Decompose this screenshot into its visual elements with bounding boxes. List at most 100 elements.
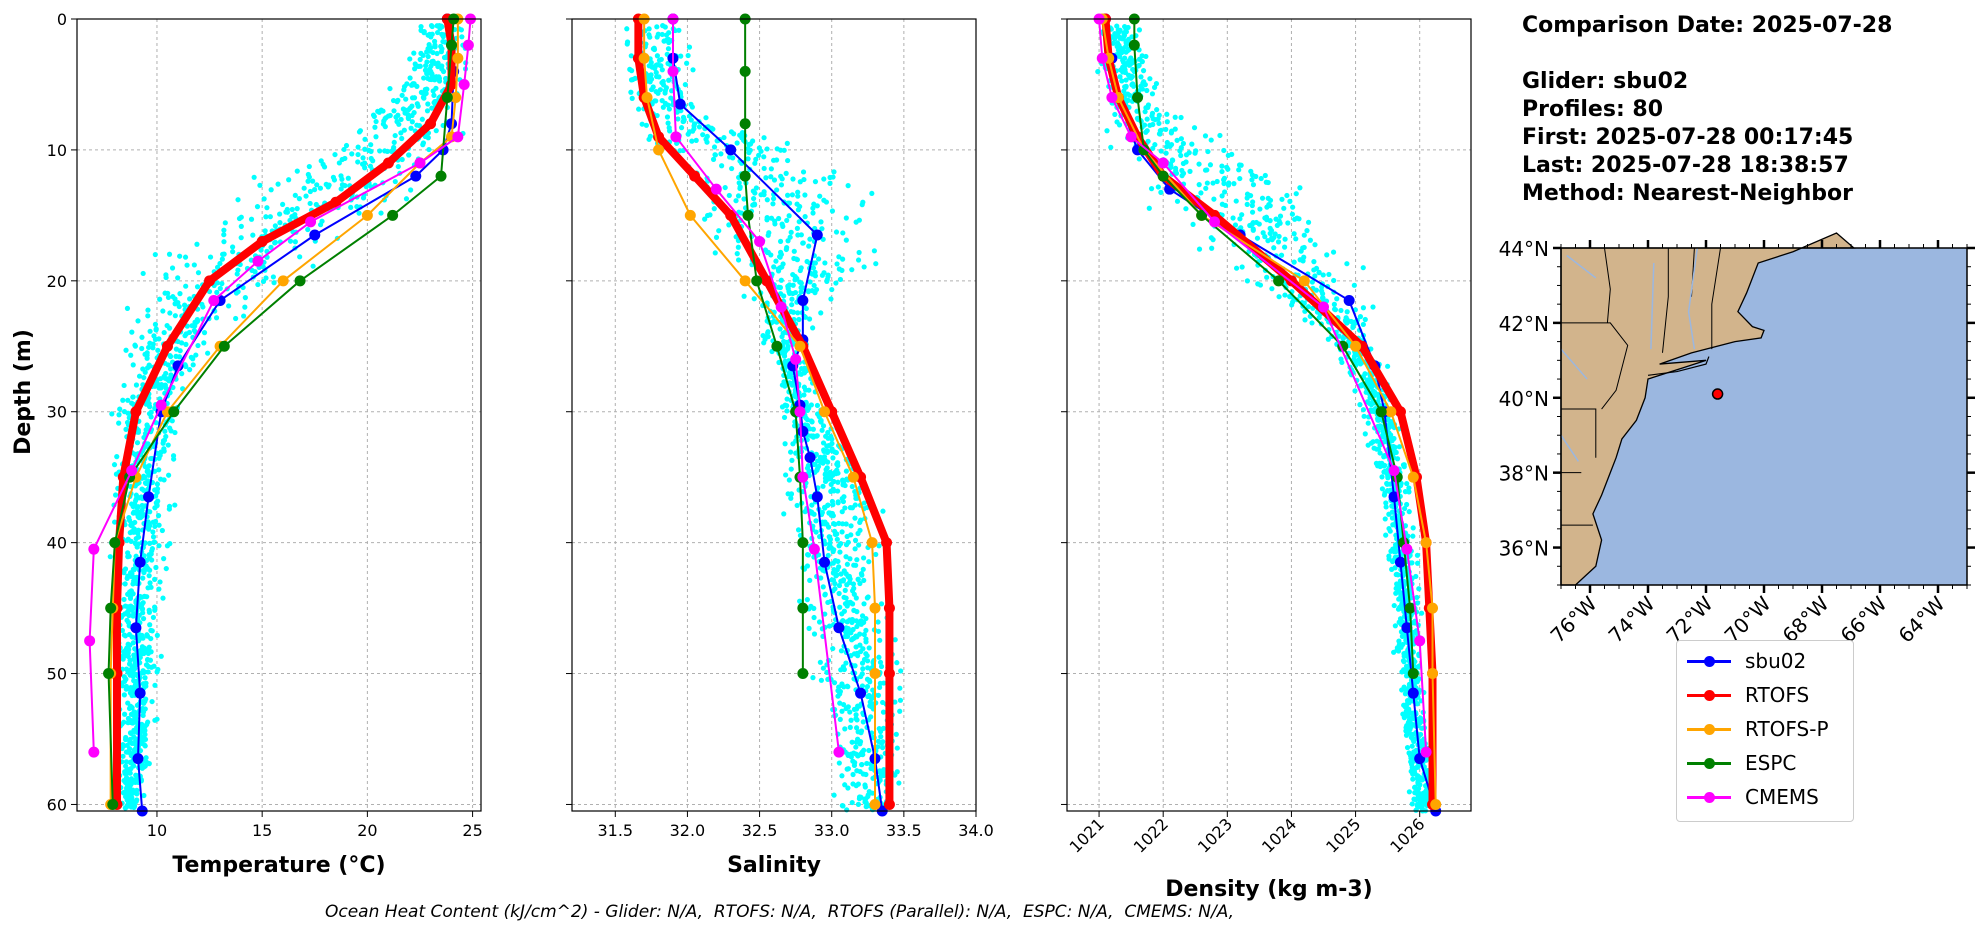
glider-point — [124, 617, 130, 623]
glider-point — [1139, 59, 1145, 65]
glider-point — [660, 104, 666, 110]
glider-point — [1269, 235, 1275, 241]
glider-point — [647, 133, 653, 139]
glider-point — [1147, 122, 1153, 128]
glider-point — [150, 534, 157, 540]
glider-point — [1138, 74, 1144, 80]
glider-point — [1172, 126, 1178, 132]
glider-point — [811, 631, 818, 637]
x-tick-label: 20 — [357, 821, 377, 840]
glider-point — [377, 148, 383, 154]
glider-point — [804, 563, 811, 569]
y-tick-label: 10 — [47, 141, 67, 160]
glider-point — [1209, 245, 1215, 251]
glider-point — [848, 717, 854, 723]
glider-point — [1343, 315, 1349, 321]
glider-point — [831, 680, 838, 686]
glider-point — [1350, 324, 1356, 330]
glider-scatter — [1095, 23, 1436, 814]
glider-point — [145, 313, 151, 319]
glider-point — [1409, 743, 1415, 749]
series-point — [739, 275, 751, 287]
glider-point — [745, 156, 751, 162]
glider-point — [815, 463, 822, 470]
glider-point — [1163, 150, 1169, 156]
glider-point — [1146, 205, 1152, 211]
x-tick-label: 25 — [462, 821, 482, 840]
series-point — [1106, 92, 1118, 104]
glider-point — [786, 477, 792, 483]
glider-point — [314, 182, 320, 188]
glider-point — [1370, 304, 1376, 310]
glider-point — [897, 708, 903, 714]
glider-point — [131, 763, 137, 769]
glider-point — [843, 521, 849, 527]
glider-point — [795, 310, 801, 316]
series-point — [855, 687, 867, 699]
glider-point — [835, 479, 841, 485]
series-point — [1401, 543, 1413, 555]
glider-point — [805, 288, 812, 294]
glider-point — [251, 174, 257, 180]
glider-point — [1362, 316, 1368, 323]
glider-point — [878, 734, 884, 740]
series-point — [797, 294, 809, 306]
glider-point — [779, 176, 785, 182]
glider-point — [134, 787, 140, 793]
glider-point — [187, 367, 193, 373]
glider-point — [842, 628, 848, 634]
glider-point — [803, 415, 809, 421]
glider-point — [1406, 509, 1412, 515]
last-time: Last: 2025-07-28 18:38:57 — [1522, 153, 1849, 178]
glider-point — [822, 591, 828, 597]
glider-point — [370, 158, 376, 164]
glider-point — [819, 226, 825, 232]
glider-point — [856, 794, 863, 800]
glider-point — [733, 198, 739, 204]
glider-point — [840, 482, 846, 488]
glider-point — [786, 200, 793, 206]
location-map: 36°N38°N40°N42°N44°N76°W 74°W 72°W 70°W 68°W… — [1499, 232, 1975, 648]
glider-point — [156, 522, 162, 528]
glider-point — [292, 192, 298, 198]
glider-point — [780, 330, 786, 336]
glider-point — [798, 265, 804, 271]
series-point — [256, 236, 268, 248]
glider-point — [1385, 363, 1391, 369]
glider-point — [1331, 277, 1337, 284]
glider-point — [132, 342, 138, 348]
glider-point — [403, 96, 409, 102]
x-tick-label: 33.5 — [886, 821, 922, 840]
x-tick-label: 1025 — [1322, 814, 1364, 856]
glider-point — [433, 74, 439, 80]
glider-point — [815, 458, 821, 464]
glider-point — [1360, 305, 1367, 311]
glider-point — [214, 264, 221, 270]
glider-point — [830, 548, 836, 555]
series-point — [168, 406, 180, 418]
glider-point — [1148, 185, 1155, 192]
glider-point — [663, 32, 670, 38]
glider-point — [689, 104, 695, 110]
glider-point — [788, 495, 794, 501]
glider-point — [357, 128, 364, 134]
glider-point — [858, 570, 865, 577]
glider-point — [863, 639, 869, 645]
glider-point — [418, 23, 424, 30]
glider-point — [781, 147, 787, 153]
glider-point — [752, 160, 758, 166]
glider-point — [154, 481, 161, 487]
glider-point — [654, 112, 660, 119]
glider-point — [151, 539, 158, 545]
glider-point — [710, 156, 717, 162]
axes-frame — [76, 18, 482, 812]
glider-point — [1276, 294, 1282, 300]
glider-point — [310, 263, 316, 269]
glider-point — [763, 175, 769, 181]
glider-point — [833, 450, 839, 456]
glider-point — [439, 63, 445, 69]
glider-point — [123, 426, 129, 432]
glider-point — [1204, 167, 1210, 173]
glider-point — [149, 546, 155, 552]
glider-point — [682, 81, 688, 88]
